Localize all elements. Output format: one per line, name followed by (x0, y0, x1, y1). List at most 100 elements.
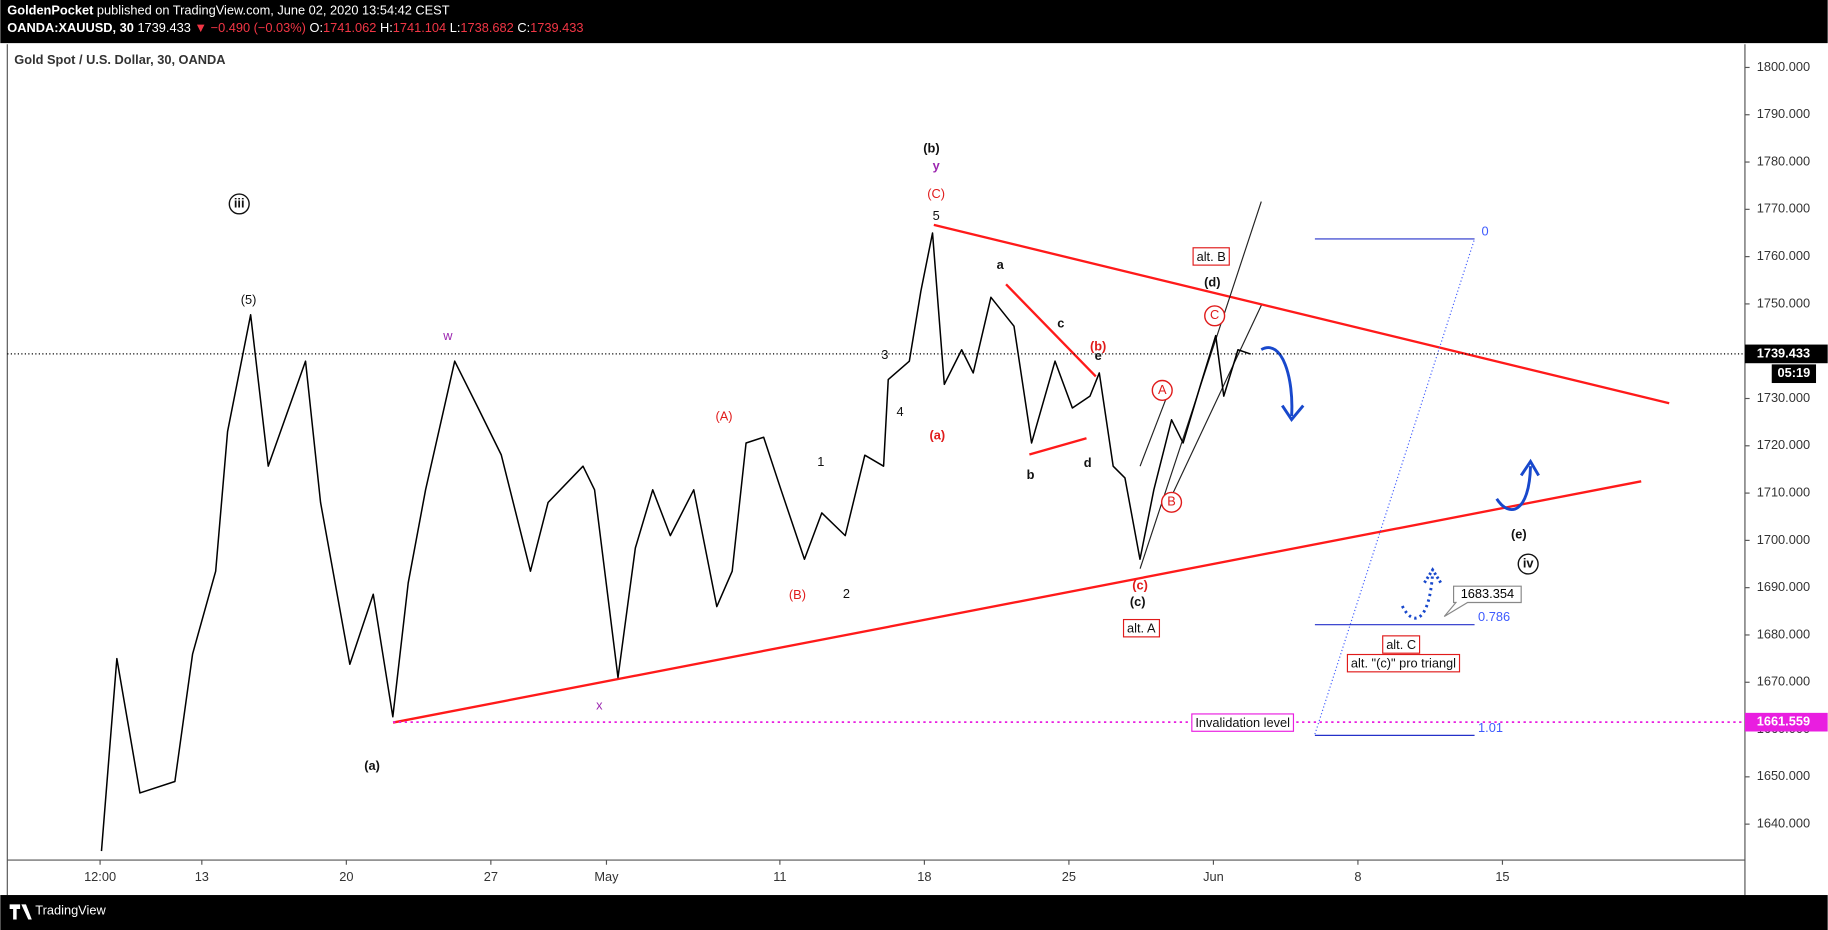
wave-label: c (1057, 315, 1064, 330)
change: ▼ −0.490 (−0.03%) (194, 21, 306, 36)
countdown-box (1771, 364, 1817, 384)
y-tick-label: 1680.000 (1757, 626, 1810, 641)
annotation: x (596, 698, 603, 713)
projection-arrow (1260, 346, 1294, 417)
annotation: w (442, 328, 453, 343)
y-tick-label: 1670.000 (1757, 674, 1810, 689)
y-tick-label: 1720.000 (1757, 437, 1810, 452)
annotation: (b) (923, 141, 939, 156)
projection-arrow (1495, 466, 1532, 511)
label-box (1192, 247, 1230, 266)
x-tick-label: May (594, 869, 619, 884)
annotation: (d) (1204, 275, 1220, 290)
wave-label: Invalidation level (1191, 713, 1295, 732)
annotation: C (1210, 307, 1219, 322)
wave-label: alt. B (1192, 247, 1230, 266)
fib-label: 1.01 (1478, 720, 1503, 735)
countdown: 05:19 (1778, 365, 1811, 380)
l-label: L: (450, 21, 461, 36)
wave-label: d (1084, 455, 1092, 470)
chart-title: Gold Spot / U.S. Dollar, 30, OANDA (14, 52, 225, 67)
arrow-head (1423, 567, 1442, 584)
wave-label: alt. C (1382, 635, 1421, 654)
last: 1739.433 (137, 21, 190, 36)
wave-label: e (1095, 348, 1102, 363)
wave-label: a (997, 257, 1005, 272)
triangle-line (1005, 283, 1097, 378)
wave-label: 5 (933, 208, 940, 223)
wave-label: B (1160, 491, 1183, 513)
annotation: B (1167, 494, 1176, 509)
annotation: 5 (933, 208, 940, 223)
wave-label: w (442, 328, 453, 343)
wave-label: (c) (1132, 578, 1148, 593)
x-tick-label: 8 (1354, 869, 1361, 884)
y-tick-label: 1800.000 (1757, 59, 1810, 74)
header-line: GoldenPocket published on TradingView.co… (7, 3, 449, 18)
annotation: e (1095, 348, 1102, 363)
wave-label: y (933, 158, 941, 173)
brand-logo (9, 904, 32, 920)
fib-diagonal (1314, 238, 1476, 735)
label-circle (228, 193, 250, 215)
x-tick-label: 13 (195, 869, 209, 884)
wave-label: 4 (896, 404, 903, 419)
annotation: alt. "(c)" pro triangl (1351, 656, 1456, 671)
x-tick-label: 12:00 (84, 869, 116, 884)
annotation: (A) (716, 409, 733, 424)
fib-label: 0 (1482, 223, 1489, 238)
wave-label: 1 (817, 454, 824, 469)
wave-label: (a) (364, 758, 380, 773)
label-box (1191, 713, 1295, 732)
annotation: 3 (881, 347, 888, 362)
header-bar (0, 0, 1828, 44)
wave-label: iii (228, 193, 250, 215)
annotation: (c) (1132, 578, 1148, 593)
annotation: alt. B (1197, 249, 1226, 264)
y-tick-label: 1760.000 (1757, 248, 1810, 263)
annotation: A (1158, 382, 1167, 397)
y-tick-label: 1780.000 (1757, 153, 1810, 168)
y-tick-label: 1750.000 (1757, 295, 1810, 310)
label-box (1122, 618, 1161, 638)
wave-label: (5) (241, 292, 257, 307)
x-tick-label: 18 (917, 869, 931, 884)
wave-label: (C) (927, 186, 945, 201)
annotation: (a) (364, 758, 380, 773)
y-tick-label: 1690.000 (1757, 579, 1810, 594)
price-line (100, 232, 1251, 852)
wave-label: (B) (789, 587, 806, 602)
invalidation-price-label: 1661.559 (1757, 714, 1810, 729)
annotation: (b) (1090, 339, 1106, 354)
y-tick-label: 1650.000 (1757, 768, 1810, 783)
c-label: C: (517, 21, 530, 36)
annotation: 2 (843, 586, 850, 601)
annotation: 1 (817, 454, 824, 469)
y-tick-label: 1730.000 (1757, 390, 1810, 405)
x-tick-label: 11 (773, 869, 786, 884)
channel-line (1139, 390, 1170, 467)
o-value: 1741.062 (323, 21, 376, 36)
y-tick-label: 1710.000 (1757, 484, 1810, 499)
annotation: Invalidation level (1195, 715, 1290, 730)
published: published on TradingView.com, June 02, 2… (97, 3, 450, 18)
y-tick-label: 1770.000 (1757, 201, 1810, 216)
channel-line (1168, 305, 1262, 502)
wave-label: C (1204, 305, 1226, 327)
wave-label: (a) (929, 427, 945, 442)
annotation: (e) (1511, 526, 1527, 541)
wave-label: b (1027, 467, 1035, 482)
l-value: 1738.682 (460, 21, 513, 36)
wave-label: (b) (923, 141, 939, 156)
x-tick-label: 25 (1062, 869, 1076, 884)
drawings (392, 201, 1670, 736)
current-price-box (1744, 344, 1828, 364)
annotation: b (1027, 467, 1035, 482)
y-tick-label: 1700.000 (1757, 532, 1810, 547)
fib-label: 0.786 (1478, 609, 1510, 624)
wave-label: (b) (1090, 339, 1106, 354)
annotation: iii (234, 195, 245, 210)
annotation: (5) (241, 292, 257, 307)
